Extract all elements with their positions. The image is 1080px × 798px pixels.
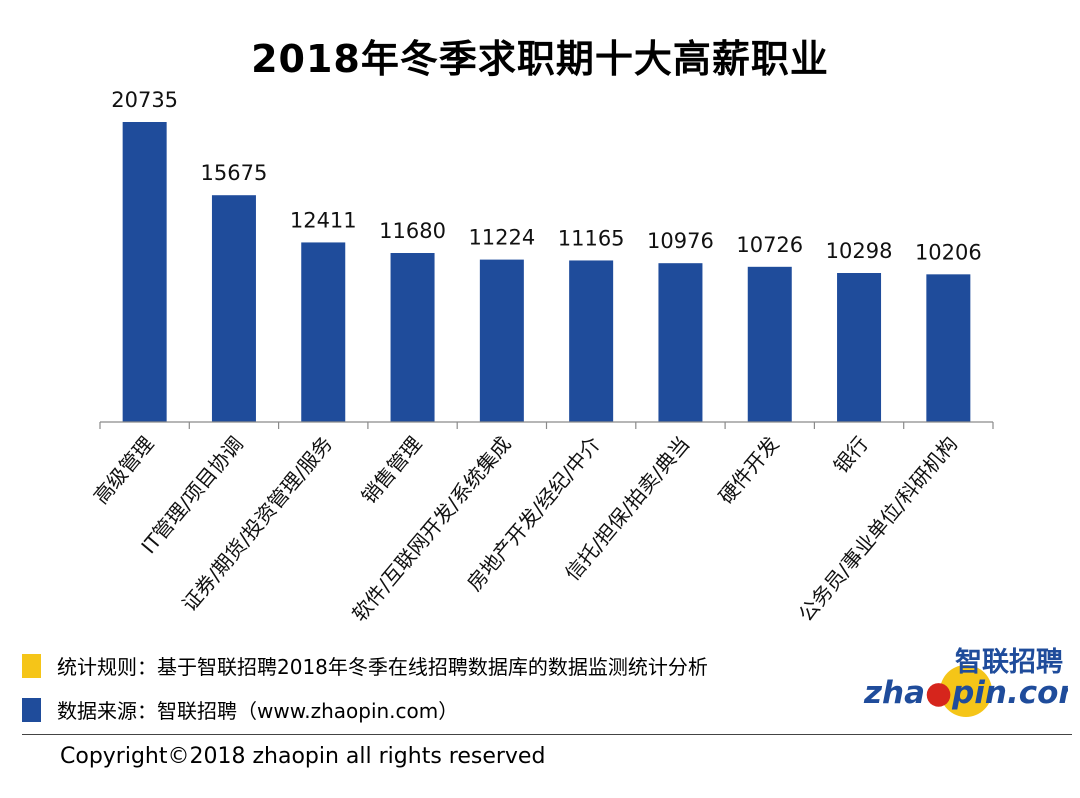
legend-rule: 统计规则：基于智联招聘2018年冬季在线招聘数据库的数据监测统计分析 [22, 651, 708, 680]
category-label: 软件/互联网开发/系统集成 [347, 432, 515, 626]
data-label: 10206 [915, 240, 982, 264]
data-label: 10976 [647, 229, 714, 253]
svg-text:智联招聘: 智联招聘 [955, 647, 1063, 678]
legend-rule-swatch [22, 653, 41, 678]
chart-title: 2018年冬季求职期十大高薪职业 [251, 37, 829, 81]
data-label: 20735 [111, 88, 178, 112]
bar [301, 242, 346, 422]
bar [658, 263, 703, 422]
legend-rule-text: 统计规则：基于智联招聘2018年冬季在线招聘数据库的数据监测统计分析 [57, 655, 708, 679]
bar [479, 259, 524, 422]
bar [837, 273, 882, 422]
legend-source-text: 数据来源：智联招聘（www.zhaopin.com） [57, 699, 459, 723]
category-label: 硬件开发 [714, 432, 784, 509]
data-label: 10298 [826, 239, 893, 263]
data-label: 11165 [558, 226, 625, 250]
bar [122, 122, 167, 422]
category-label: 高级管理 [89, 432, 159, 509]
data-label: 12411 [290, 208, 357, 232]
footer-divider [22, 734, 1072, 735]
data-label: 11680 [379, 219, 446, 243]
data-label: 10726 [736, 233, 803, 257]
data-label: 11224 [468, 226, 535, 250]
category-label: 公务员/事业单位/科研机构 [794, 432, 962, 626]
legend-source: 数据来源：智联招聘（www.zhaopin.com） [22, 695, 458, 724]
data-label: 15675 [201, 161, 268, 185]
category-label: 银行 [829, 432, 873, 478]
svg-text:zha●pin.com: zha●pin.com [863, 675, 1068, 711]
legend-source-swatch [22, 697, 41, 722]
copyright-text: Copyright©2018 zhaopin all rights reserv… [60, 744, 546, 769]
bar [390, 253, 435, 422]
bar [211, 195, 256, 422]
bar [926, 274, 971, 422]
bar-chart: 20735高级管理15675IT管理/项目协调12411证券/期货/投资管理/服… [89, 88, 994, 626]
zhaopin-logo: 智联招聘 zha●pin.com [863, 647, 1068, 717]
bar [569, 260, 614, 422]
bar [747, 266, 792, 422]
category-label: 销售管理 [357, 432, 427, 509]
category-label: 证券/期货/投资管理/服务 [177, 432, 337, 616]
